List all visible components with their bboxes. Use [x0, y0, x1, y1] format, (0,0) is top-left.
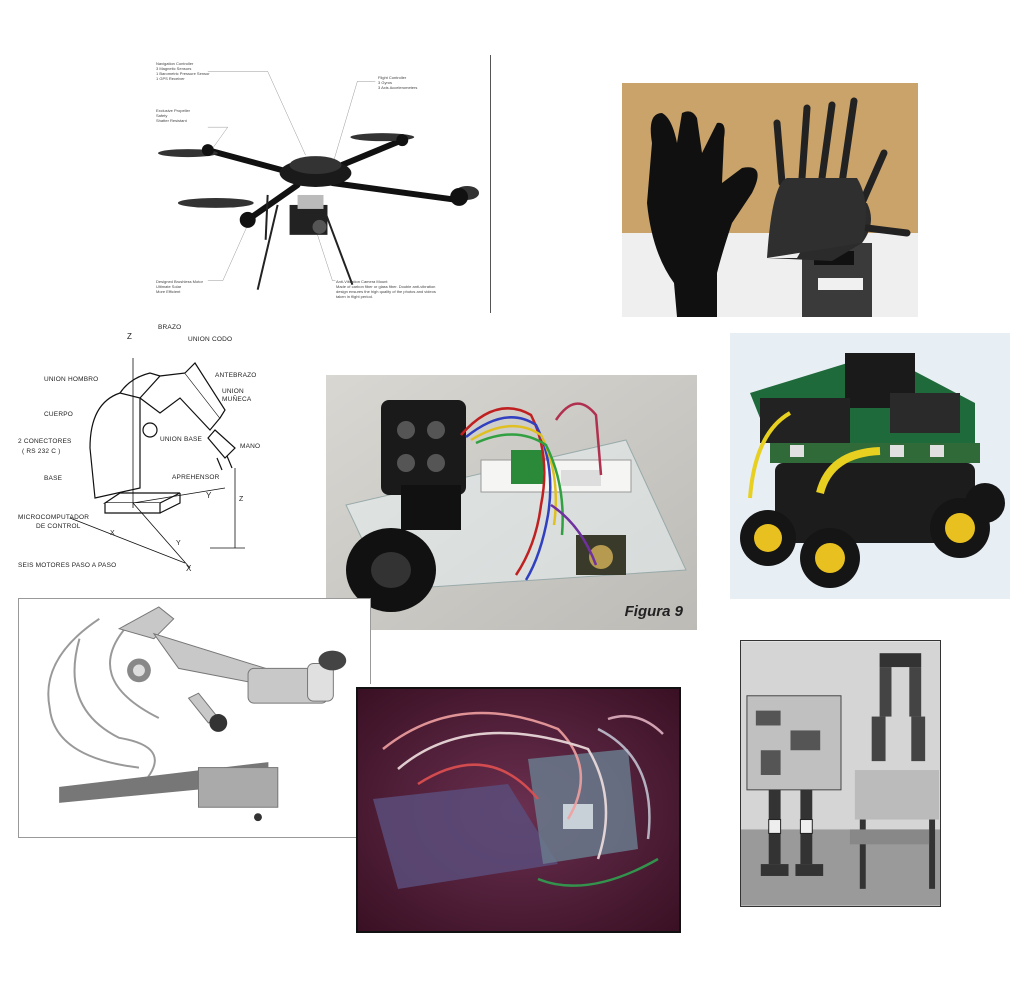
label-union-base: UNION BASE	[160, 436, 203, 443]
axis-x2-label: X	[110, 530, 115, 537]
label-base: BASE	[44, 475, 63, 482]
label-aprehensor: APREHENSOR	[172, 474, 220, 481]
robot-car-photo: Figura 9	[326, 375, 697, 630]
callout-title: Designed Brushless Motor	[156, 279, 203, 284]
axis-y2-label: Y	[176, 540, 181, 547]
arduino-boards-photo	[356, 687, 681, 933]
label-conectores-2: ( RS 232 C )	[22, 448, 61, 455]
label-motores: SEIS MOTORES PASO A PASO	[18, 562, 117, 569]
robot-arm-diagram: BRAZO UNION CODO ANTEBRAZO UNION MUÑECA …	[10, 318, 265, 578]
label-microcomputador-1: MICROCOMPUTADOR	[18, 514, 90, 521]
label-microcomputador-2: DE CONTROL	[36, 523, 81, 530]
gripper-render	[18, 598, 371, 838]
callout-title: Flight Controller	[378, 75, 407, 80]
label-antebrazo: ANTEBRAZO	[215, 372, 257, 379]
callout-line: Shatter Resistant	[156, 118, 187, 123]
callout-motor: Designed Brushless Motor Ultimate Solar …	[156, 279, 203, 294]
label-union-muneca-1: UNION	[222, 388, 244, 395]
callout-line: 1 Barometric Pressure Sensor	[156, 71, 210, 76]
callout-title: Exclusive Propeller	[156, 108, 191, 113]
figure-caption: Figura 9	[624, 603, 683, 620]
callout-line: taken in flight period.	[336, 294, 373, 299]
callout-camera-mount: Anti-Vibration Camera Mount Made of carb…	[336, 279, 436, 299]
axis-z2-label: Z	[239, 496, 244, 503]
axis-x-label: X	[186, 564, 192, 573]
callout-title: Anti-Vibration Camera Mount	[336, 279, 388, 284]
label-union-hombro: UNION HOMBRO	[44, 376, 99, 383]
drone-illustration	[157, 71, 480, 290]
label-conectores-1: 2 CONECTORES	[18, 438, 72, 445]
callout-line: Safety	[156, 113, 168, 118]
callout-line: Ultimate Solar	[156, 284, 182, 289]
biped-illustration	[741, 641, 940, 906]
label-brazo: BRAZO	[158, 324, 182, 331]
lego-robot-photo	[730, 333, 1010, 599]
gripper-illustration	[47, 606, 347, 822]
label-cuerpo: CUERPO	[44, 411, 74, 418]
label-mano: MANO	[240, 443, 261, 450]
callout-propeller: Exclusive Propeller Safety Shatter Resis…	[156, 108, 190, 123]
callout-line: design ensures the high quality of the p…	[336, 289, 436, 294]
label-union-muneca-2: MUÑECA	[222, 396, 252, 403]
label-union-codo: UNION CODO	[188, 336, 233, 343]
callout-flight-controller: Flight Controller 3 Gyros 3 Axis Acceler…	[378, 75, 417, 90]
callout-line: Made of carbon fiber or glass fiber. Dou…	[336, 284, 436, 289]
callout-navigation: Navigation Controller 3 Magnetic Sensors…	[156, 61, 210, 81]
callout-line: 3 Magnetic Sensors	[156, 66, 192, 71]
robot-arm-drawing	[69, 358, 245, 569]
gripper-frame-edge	[370, 599, 371, 684]
callout-line: 3 Axis Accelerometers	[378, 85, 418, 90]
biped-robots-photo	[740, 640, 941, 907]
callout-line: 3 Gyros	[378, 80, 393, 85]
axis-z-label: Z	[127, 332, 133, 341]
arduino-illustration	[358, 689, 679, 931]
callout-line: 1 GPS Receiver	[156, 76, 185, 81]
robotic-hand-photo	[622, 83, 918, 317]
robotic-hand-illustration	[622, 83, 918, 317]
callout-line: More Efficient	[156, 289, 181, 294]
drone-diagram-panel: Navigation Controller 3 Magnetic Sensors…	[148, 55, 491, 313]
axis-y-label: Y	[206, 491, 212, 500]
callout-title: Navigation Controller	[156, 61, 194, 66]
lego-robot-illustration	[730, 333, 1010, 599]
robot-car-illustration	[326, 375, 697, 630]
